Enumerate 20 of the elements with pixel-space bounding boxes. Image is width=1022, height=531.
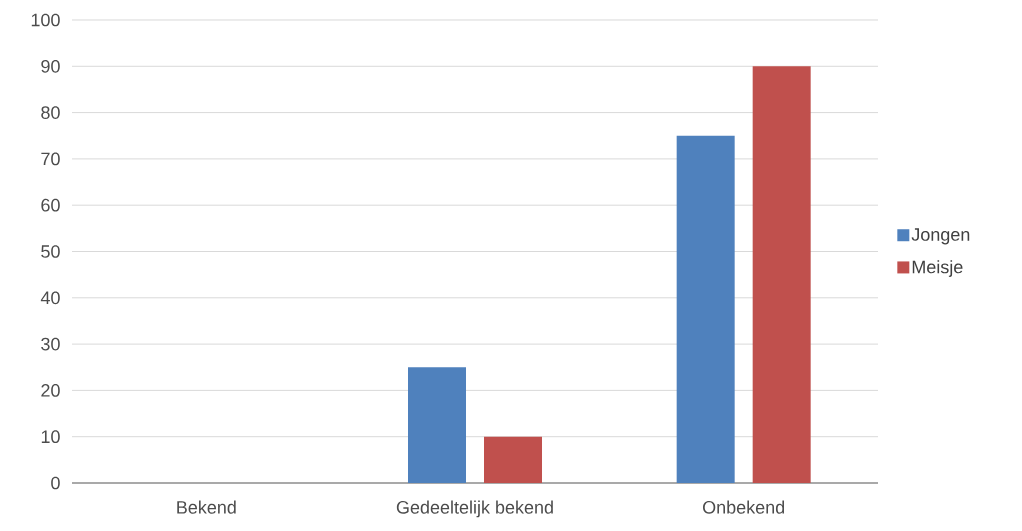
y-tick-label: 0 [51, 476, 60, 490]
x-tick-label: Bekend [177, 500, 236, 514]
legend-label: Meisje [912, 260, 963, 277]
x-tick-label: Gedeeltelijk bekend [396, 500, 553, 518]
bar [484, 436, 542, 483]
y-tick-label: 100 [31, 13, 60, 27]
y-tick-label: 20 [41, 384, 60, 397]
bar [752, 66, 811, 483]
bar [408, 367, 466, 483]
y-tick-label: 80 [41, 106, 60, 119]
y-tick-label: 90 [41, 59, 60, 73]
y-tick-label: 40 [40, 291, 60, 305]
y-tick-label: 60 [41, 198, 60, 212]
bar [676, 135, 735, 483]
x-tick-label: Onbekend [703, 500, 785, 514]
y-tick-label: 50 [41, 245, 60, 258]
legend-label: Jongen [911, 228, 970, 245]
y-tick-label: 30 [41, 337, 60, 351]
y-tick-label: 70 [41, 152, 60, 166]
y-tick-label: 10 [41, 430, 60, 444]
